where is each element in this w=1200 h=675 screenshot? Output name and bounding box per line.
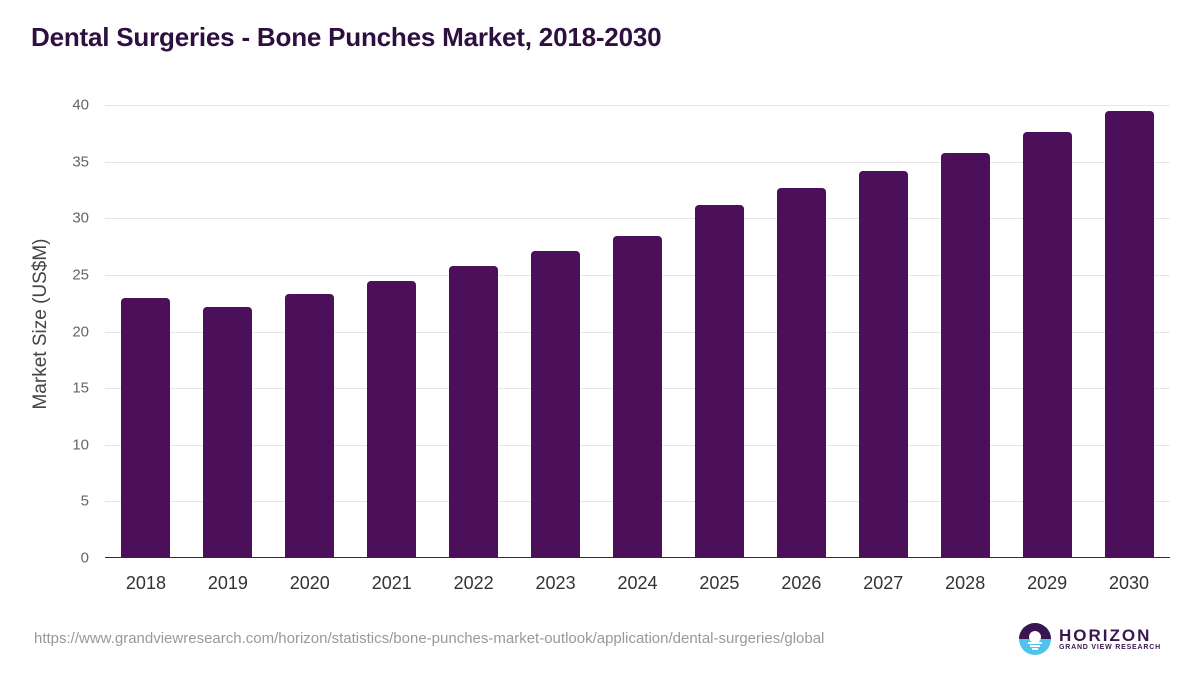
y-tick-label: 40 <box>72 96 89 114</box>
bar-2026 <box>776 187 826 558</box>
bar-2027 <box>858 170 908 558</box>
gridline <box>105 218 1170 220</box>
y-tick-label: 5 <box>80 492 89 510</box>
bar-2018 <box>121 297 171 558</box>
x-tick-label: 2021 <box>371 573 412 593</box>
x-tick-label: 2030 <box>1109 573 1150 593</box>
x-tick-label: 2020 <box>289 573 330 593</box>
bar-2029 <box>1022 132 1072 558</box>
horizon-logo: HORIZON GRAND VIEW RESEARCH <box>1019 623 1161 655</box>
x-tick-label: 2028 <box>945 573 986 593</box>
bar-2025 <box>694 204 744 558</box>
x-tick-label: 2018 <box>125 573 166 593</box>
y-tick-label: 0 <box>80 549 89 567</box>
y-tick-label: 15 <box>72 379 89 397</box>
bar-2021 <box>367 280 417 558</box>
bar-2030 <box>1104 110 1154 558</box>
horizon-logo-icon <box>1019 623 1051 655</box>
y-tick-label: 10 <box>72 436 89 454</box>
bar-2023 <box>531 251 581 558</box>
y-tick-label: 30 <box>72 209 89 227</box>
gridline <box>105 161 1170 163</box>
x-tick-label: 2023 <box>535 573 576 593</box>
source-url: https://www.grandviewresearch.com/horizo… <box>34 630 825 647</box>
x-tick-label: 2027 <box>863 573 904 593</box>
plot-area <box>105 105 1170 558</box>
y-tick-label: 35 <box>72 153 89 171</box>
x-tick-label: 2019 <box>207 573 248 593</box>
bar-2022 <box>449 265 499 558</box>
y-tick-label: 20 <box>72 323 89 340</box>
bar-2028 <box>940 152 990 558</box>
x-tick-label: 2025 <box>699 573 740 593</box>
bar-2024 <box>613 236 662 558</box>
x-tick-label: 2029 <box>1027 573 1068 593</box>
bar-2019 <box>203 306 253 558</box>
bar-2020 <box>285 294 335 558</box>
x-tick-label: 2024 <box>617 573 658 593</box>
chart-title: Dental Surgeries - Bone Punches Market, … <box>31 22 662 52</box>
x-tick-label: 2022 <box>453 573 494 593</box>
gridline <box>105 105 1170 106</box>
y-tick-label: 25 <box>72 266 89 284</box>
x-tick-label: 2026 <box>781 573 822 593</box>
logo-title: HORIZON <box>1059 626 1152 645</box>
logo-subtitle: GRAND VIEW RESEARCH <box>1059 644 1161 651</box>
